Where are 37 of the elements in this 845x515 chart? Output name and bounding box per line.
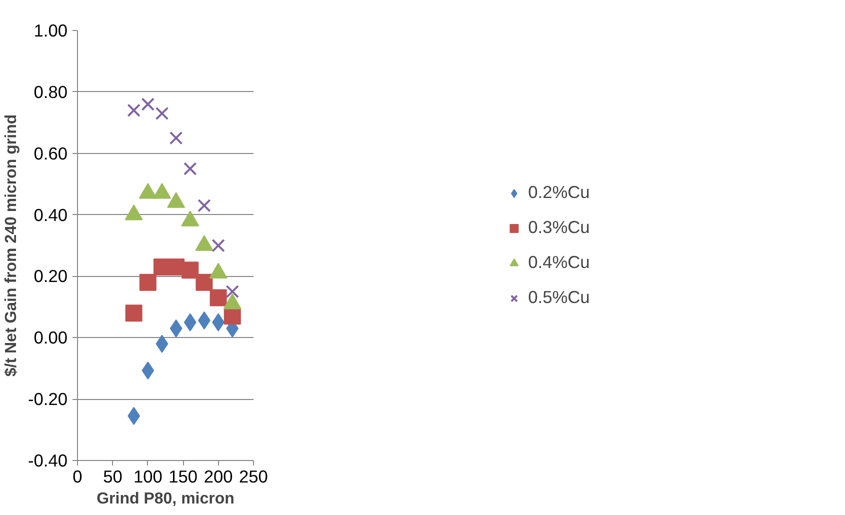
y-tick-label: -0.20 — [28, 389, 68, 410]
legend-label: 0.3%Cu — [528, 217, 590, 238]
point — [139, 274, 156, 291]
point — [198, 198, 211, 212]
x-tick-label: 100 — [133, 466, 162, 486]
point — [127, 104, 140, 118]
point — [156, 334, 168, 353]
point — [169, 131, 183, 145]
y-axis-title: $/t Net Gain from 240 micron grind — [3, 114, 20, 377]
point — [226, 284, 240, 298]
point — [155, 106, 169, 120]
point — [210, 289, 227, 306]
y-tick-label: 0.20 — [34, 266, 68, 286]
point — [182, 262, 199, 279]
y-tick-label: 0.00 — [34, 328, 68, 348]
y-tick-label: -0.40 — [28, 450, 68, 470]
y-tick-label: 0.80 — [34, 82, 68, 102]
point — [125, 304, 142, 322]
point — [183, 162, 197, 176]
x-tick-label: 0 — [72, 466, 82, 486]
x-axis-title: Grind P80, micron — [96, 490, 234, 508]
point — [170, 319, 182, 338]
y-tick-label: 1.00 — [34, 20, 68, 40]
x-tick-label: 200 — [204, 466, 233, 486]
point — [142, 362, 154, 380]
point — [196, 274, 213, 291]
point — [184, 313, 196, 332]
y-tick-label: 0.40 — [34, 204, 68, 225]
point — [141, 98, 155, 111]
point — [212, 238, 225, 252]
legend-label: 0.2%Cu — [528, 182, 590, 203]
legend-label: 0.5%Cu — [528, 287, 590, 308]
x-tick-label: 250 — [239, 466, 268, 486]
x-tick-label: 150 — [168, 466, 198, 486]
y-tick-label: 0.60 — [34, 143, 68, 164]
legend-label: 0.4%Cu — [528, 252, 590, 273]
x-tick-label: 50 — [103, 466, 122, 486]
